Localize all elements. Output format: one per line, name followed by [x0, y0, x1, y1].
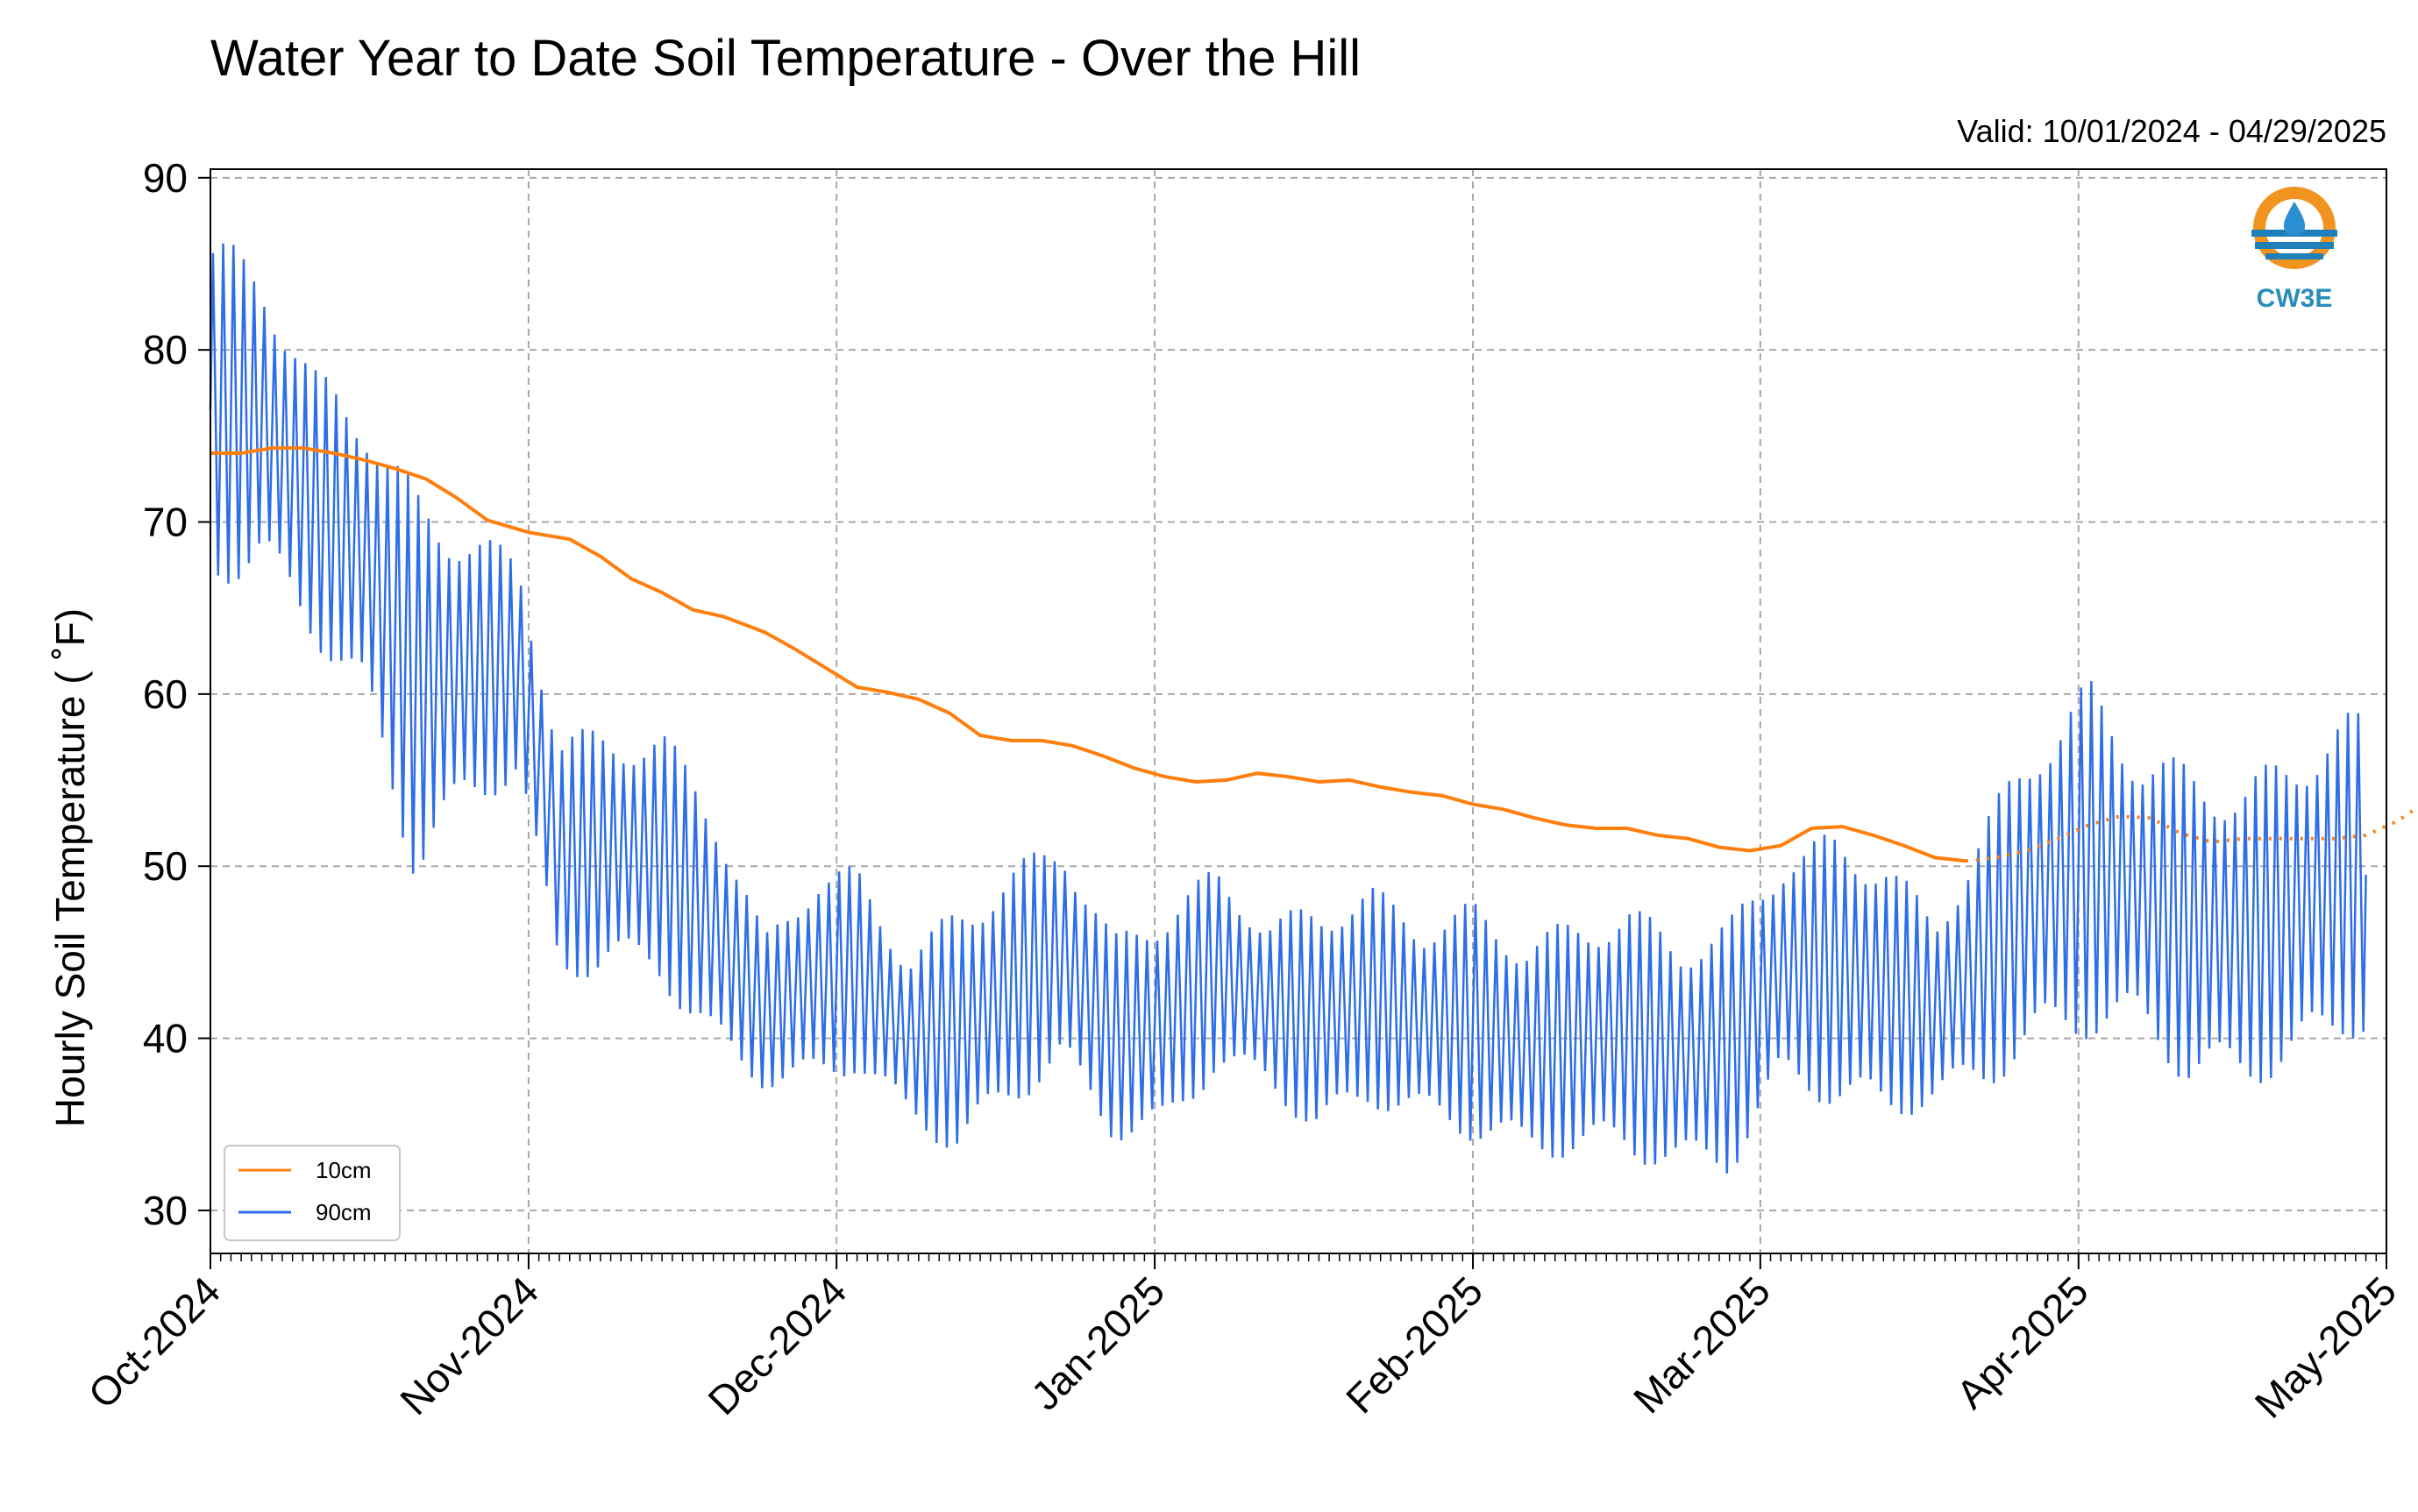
plot-frame: [210, 168, 2387, 1254]
axes: [198, 168, 2387, 1269]
y-tick-label: 90: [143, 155, 188, 201]
y-tick-labels: 30 40 50 60 70 80 90: [143, 155, 188, 1233]
logo-wave-2: [2255, 242, 2334, 249]
water-drop-icon: [2283, 202, 2306, 236]
logo-wave-3: [2265, 253, 2323, 259]
plot-area: [209, 243, 2418, 1174]
y-tick-label: 50: [143, 843, 188, 889]
logo-label: CW3E: [2257, 284, 2333, 313]
y-tick-label: 40: [143, 1016, 188, 1061]
series-10cm-line: [210, 446, 1966, 863]
y-tick-label: 70: [143, 500, 188, 545]
y-tick-label: 80: [143, 327, 188, 373]
y-tick-label: 30: [143, 1188, 188, 1233]
y-tick-label: 60: [143, 671, 188, 717]
cw3e-logo: CW3E: [2251, 187, 2337, 313]
y-axis-label: Hourly Soil Temperature ( ˚F): [47, 608, 93, 1127]
valid-range: Valid: 10/01/2024 - 04/29/2025: [1957, 113, 2386, 149]
legend-box: [224, 1145, 401, 1241]
legend-10cm-label: 10cm: [316, 1157, 372, 1183]
chart-title: Water Year to Date Soil Temperature - Ov…: [210, 30, 1361, 87]
legend-90cm-label: 90cm: [316, 1199, 372, 1225]
series-90cm-line: [209, 243, 2367, 1174]
legend: 10cm 90cm: [224, 1145, 401, 1241]
